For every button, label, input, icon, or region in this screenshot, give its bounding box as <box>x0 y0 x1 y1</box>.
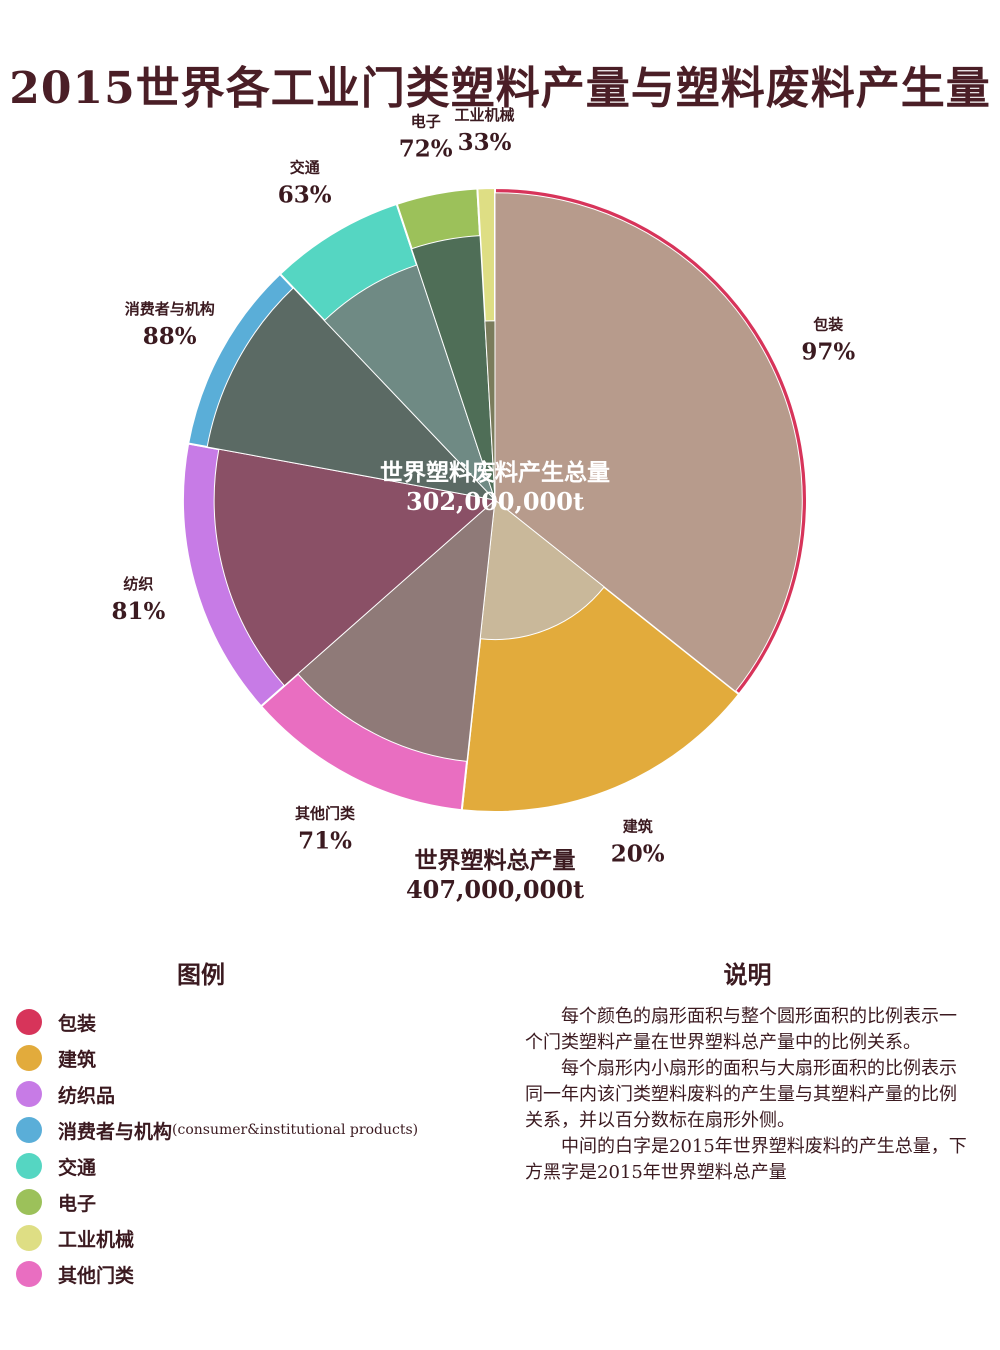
legend-item: 纺织品 <box>16 1076 486 1112</box>
explanation-title: 说明 <box>723 960 772 989</box>
slice-percent-8: 33% <box>458 129 512 156</box>
slice-percent-6: 63% <box>278 182 332 209</box>
legend-swatch <box>16 1009 42 1035</box>
legend-swatch <box>16 1081 42 1107</box>
legend-title: 图例 <box>177 960 225 989</box>
explanation-paragraph-1: 每个颜色的扇形面积与整个圆形面积的比例表示一个门类塑料产量在世界塑料总产量中的比… <box>525 1006 957 1053</box>
legend-label: 包装 <box>58 1012 97 1035</box>
slice-label-7: 电子 <box>411 113 441 131</box>
waste-slice-6 <box>323 264 496 501</box>
legend-list: 包装建筑纺织品消费者与机构 (consumer&institutional pro… <box>16 1004 486 1292</box>
slice-percent-5: 88% <box>143 323 197 350</box>
legend-label: 建筑 <box>58 1048 97 1071</box>
explanation-paragraph-2: 每个扇形内小扇形的面积与大扇形面积的比例表示同一年内该门类塑料废料的产生量与其塑… <box>525 1058 957 1131</box>
slice-percent-7: 72% <box>399 136 453 163</box>
slice-percent-4: 81% <box>111 598 165 625</box>
waste-slice-5 <box>206 287 497 501</box>
slice-label-2: 建筑 <box>623 817 653 835</box>
waste-total-label: 世界塑料废料产生总量 <box>380 459 610 486</box>
legend-swatch <box>16 1045 42 1071</box>
legend-label: 消费者与机构 <box>58 1120 173 1143</box>
legend-label: 纺织品 <box>58 1084 116 1107</box>
legend-note: (consumer&institutional products) <box>172 1122 419 1138</box>
explanation-panel: 说明 每个颜色的扇形面积与整个圆形面积的比例表示一个门类塑料产量在世界塑料总产量… <box>525 955 970 1186</box>
slice-label-6: 交通 <box>290 159 320 177</box>
legend-label: 电子 <box>58 1192 97 1215</box>
chart-title: 2015世界各工业门类塑料产量与塑料废料产生量 <box>9 63 991 114</box>
legend-swatch <box>16 1261 42 1287</box>
production-total-value: 407,000,000t <box>406 875 584 904</box>
waste-slice-4 <box>213 448 497 687</box>
production-total-label: 世界塑料总产量 <box>415 847 576 874</box>
legend-label: 交通 <box>58 1156 97 1179</box>
explanation-paragraph-3: 中间的白字是2015年世界塑料废料的产生总量，下方黑字是2015年世界塑料总产量 <box>525 1136 967 1183</box>
slice-label-1: 包装 <box>813 315 844 333</box>
slice-percent-1: 97% <box>801 338 855 365</box>
legend-swatch <box>16 1225 42 1251</box>
slice-label-4: 纺织 <box>123 575 153 593</box>
waste-total-value: 302,000,000t <box>406 487 584 516</box>
legend-item: 交通 <box>16 1148 486 1184</box>
slice-label-8: 工业机械 <box>454 106 514 124</box>
waste-slice-3 <box>297 498 496 762</box>
legend-swatch <box>16 1153 42 1179</box>
legend-swatch <box>16 1117 42 1143</box>
legend-item: 其他门类 <box>16 1256 486 1292</box>
legend: 图例 包装建筑纺织品消费者与机构 (consumer&institutional … <box>16 955 486 1292</box>
slice-percent-2: 20% <box>611 840 665 867</box>
waste-slice-2 <box>479 499 605 640</box>
legend-item: 电子 <box>16 1184 486 1220</box>
waste-slice-1 <box>494 192 803 693</box>
legend-swatch <box>16 1189 42 1215</box>
waste-slice-8 <box>484 320 496 501</box>
legend-item: 工业机械 <box>16 1220 486 1256</box>
legend-label: 工业机械 <box>58 1228 135 1251</box>
legend-item: 建筑 <box>16 1040 486 1076</box>
slice-percent-3: 71% <box>298 828 352 855</box>
pie-chart: 包装 97% 建筑 20% 其他门类 71% 纺织 81% 消费者与机构 88% 交通 63% 电子 72… <box>111 106 855 904</box>
legend-item: 包装 <box>16 1004 486 1040</box>
legend-item: 消费者与机构 (consumer&institutional products) <box>16 1112 486 1148</box>
slice-label-3: 其他门类 <box>295 805 356 823</box>
slice-label-5: 消费者与机构 <box>125 300 215 318</box>
legend-label: 其他门类 <box>58 1264 135 1287</box>
waste-slice-7 <box>410 235 496 501</box>
